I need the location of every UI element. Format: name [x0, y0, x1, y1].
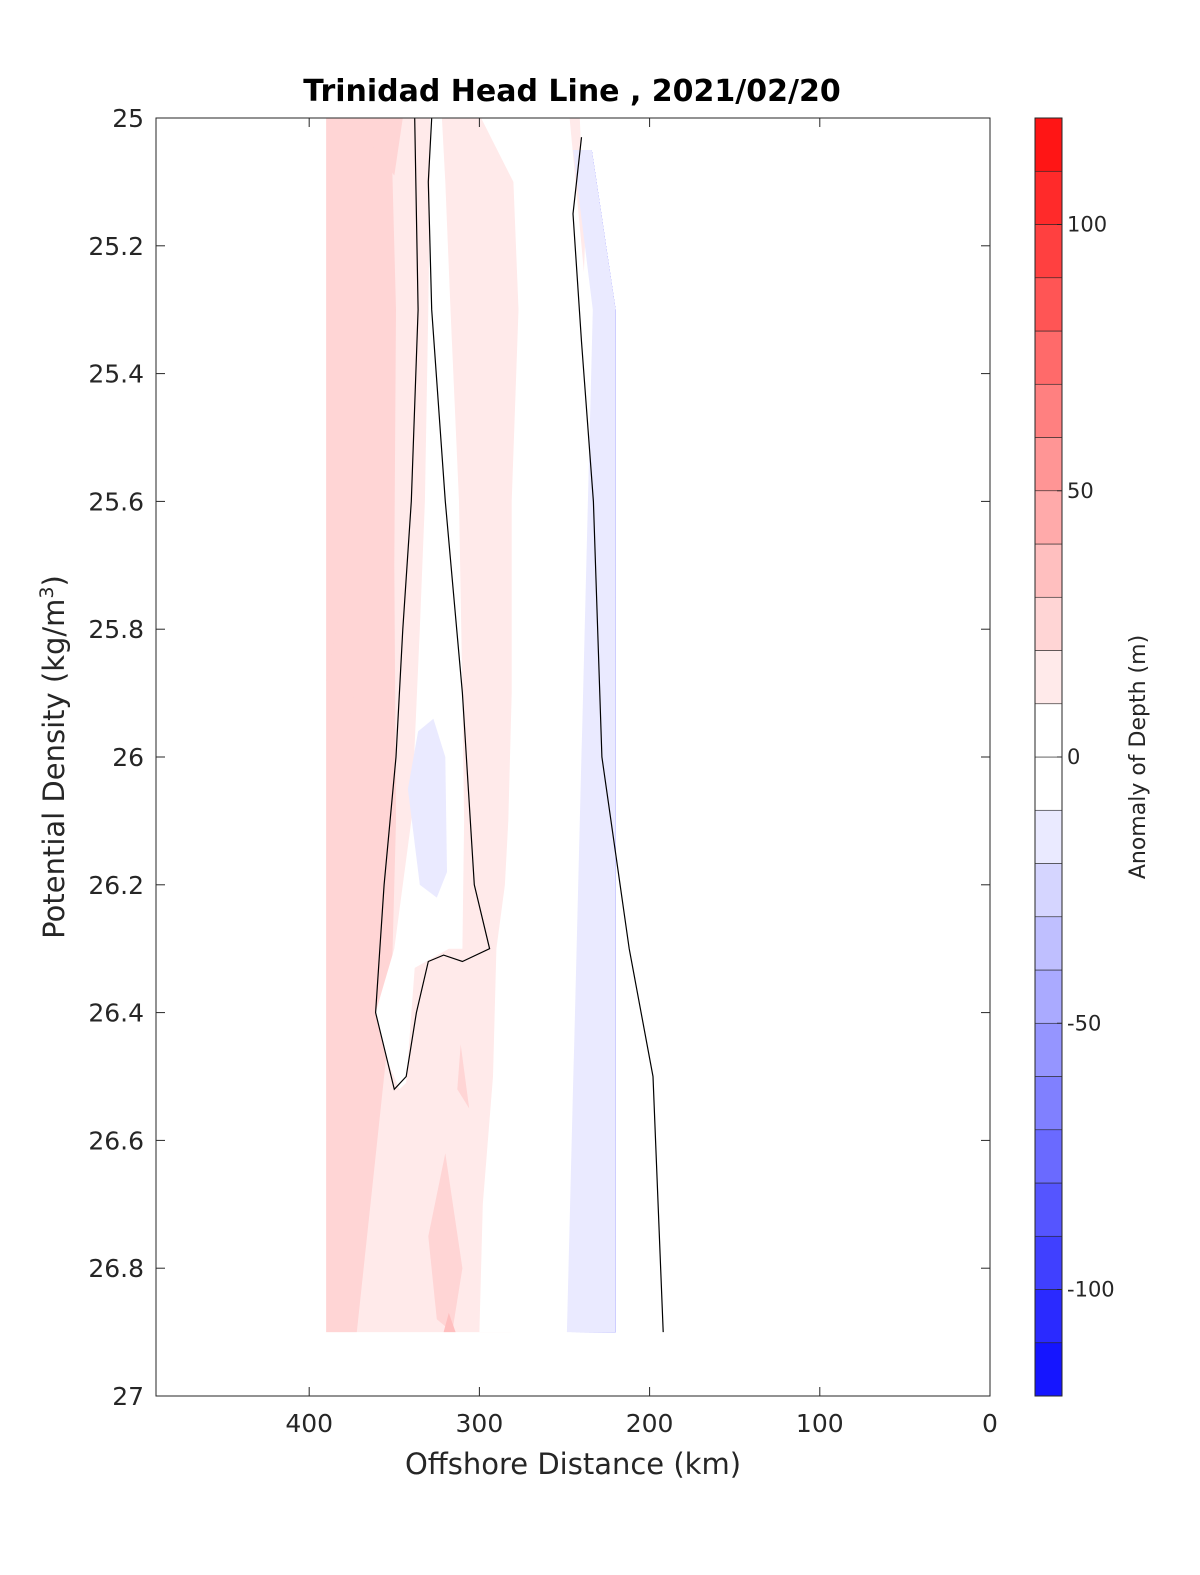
- y-tick-label: 26.8: [88, 1254, 144, 1283]
- colorbar: 100 50 0 -50 -100 Anomaly of Depth (m): [1034, 117, 1151, 1397]
- colorbar-band: [1034, 1129, 1063, 1184]
- y-axis-label: Potential Density (kg/m3): [36, 575, 71, 939]
- y-tick-label: 26.2: [88, 871, 144, 900]
- y-tick-label: 25.8: [88, 615, 144, 644]
- x-tick-label: 0: [982, 1409, 998, 1438]
- colorbar-band: [1034, 117, 1063, 172]
- colorbar-tick-label: -100: [1067, 1278, 1115, 1302]
- y-tick-label: 25.6: [88, 487, 144, 516]
- x-tick-labels: 400 300 200 100 0: [285, 1409, 998, 1438]
- colorbar-band: [1034, 703, 1063, 758]
- colorbar-band: [1034, 916, 1063, 971]
- x-tick-label: 100: [796, 1409, 844, 1438]
- zero-contour-line-2: [572, 137, 664, 1333]
- contour-region-offshore-positive-30: [443, 1312, 456, 1333]
- colorbar-band: [1034, 437, 1063, 492]
- colorbar-ticks: 100 50 0 -50 -100: [1057, 213, 1115, 1302]
- colorbar-band: [1034, 596, 1063, 651]
- colorbar-band: [1034, 1289, 1063, 1344]
- x-axis-label: Offshore Distance (km): [405, 1447, 741, 1481]
- contour-region-offshore-positive-20a: [326, 118, 396, 1333]
- colorbar-band: [1034, 863, 1063, 918]
- plot-frame: [155, 117, 991, 1397]
- colorbar-band: [1034, 756, 1063, 811]
- x-tick-label: 200: [626, 1409, 674, 1438]
- colorbar-band: [1034, 224, 1063, 279]
- y-axis-label-main: Potential Density (kg/m: [37, 599, 71, 939]
- contour-region-offshore-positive-20b: [346, 118, 403, 176]
- y-tick-label: 25.4: [88, 360, 144, 389]
- contour-fills: [326, 118, 664, 1333]
- colorbar-band: [1034, 383, 1063, 438]
- colorbar-band: [1034, 650, 1063, 705]
- y-tick-label: 25.2: [88, 232, 144, 261]
- y-axis-label-close: ): [37, 575, 71, 586]
- colorbar-bands: [1034, 117, 1063, 1397]
- colorbar-band: [1034, 543, 1063, 598]
- colorbar-band: [1034, 170, 1063, 225]
- colorbar-band: [1034, 1342, 1063, 1397]
- colorbar-band: [1034, 809, 1063, 864]
- colorbar-band: [1034, 969, 1063, 1024]
- colorbar-tick-label: -50: [1067, 1011, 1101, 1035]
- colorbar-label: Anomaly of Depth (m): [1126, 635, 1151, 879]
- plot-area: [155, 117, 991, 1397]
- y-tick-labels: 25 25.2 25.4 25.6 25.8 26 26.2 26.4 26.6 26.8 27: [88, 104, 144, 1411]
- colorbar-tick-label: 100: [1067, 213, 1107, 237]
- contour-region-offshore-positive-20d: [457, 1044, 470, 1109]
- colorbar-tick-label: 50: [1067, 479, 1094, 503]
- contour-region-negative-pocket: [407, 718, 447, 898]
- colorbar-tick-label: 0: [1067, 745, 1080, 769]
- colorbar-band: [1034, 330, 1063, 385]
- y-tick-label: 25: [112, 104, 144, 133]
- contour-region-offshore-positive-20e: [428, 1153, 463, 1333]
- x-tick-label: 300: [456, 1409, 504, 1438]
- colorbar-band: [1034, 1182, 1063, 1237]
- y-tick-label: 26: [112, 743, 144, 772]
- x-tick-label: 400: [285, 1409, 333, 1438]
- zero-contour-line-1: [374, 118, 491, 1091]
- colorbar-band: [1034, 1235, 1063, 1290]
- onshore-band-10: [566, 150, 616, 1333]
- y-tick-label: 26.4: [88, 999, 144, 1028]
- y-tick-label: 27: [112, 1382, 144, 1411]
- colorbar-band: [1034, 490, 1063, 545]
- y-axis-label-superscript: 3: [36, 586, 58, 598]
- contour-region-zero-band-onshore: [479, 118, 664, 1333]
- chart-title: Trinidad Head Line , 2021/02/20: [303, 74, 840, 109]
- y-tick-label: 26.6: [88, 1126, 144, 1155]
- contour-region-offshore-positive-20c: [326, 590, 361, 732]
- zero-contour-lines: [374, 118, 664, 1333]
- colorbar-band: [1034, 1076, 1063, 1131]
- colorbar-band: [1034, 277, 1063, 332]
- colorbar-band: [1034, 1022, 1063, 1077]
